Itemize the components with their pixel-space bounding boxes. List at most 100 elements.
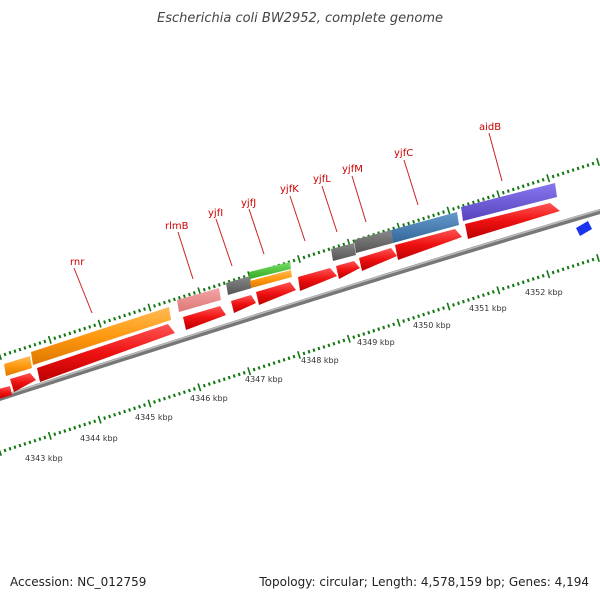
gene-label-yjfM[interactable]: yjfM	[342, 164, 363, 175]
feature-purple-aidB[interactable]	[461, 183, 557, 221]
minor-tick	[541, 273, 545, 278]
minor-tick	[556, 269, 560, 273]
major-tick	[0, 353, 2, 361]
genome-backbone	[0, 208, 600, 402]
minor-tick	[88, 421, 92, 425]
gene-label-rnr[interactable]: rnr	[70, 257, 85, 268]
minor-tick	[222, 377, 226, 382]
minor-tick	[53, 432, 57, 437]
feature-gray-yjfI[interactable]	[226, 276, 252, 295]
minor-tick	[177, 295, 181, 300]
minor-tick	[521, 184, 525, 189]
kbp-tick-labels: 4343 kbp 4344 kbp 4345 kbp 4346 kbp 4347…	[25, 288, 563, 463]
minor-tick	[481, 197, 485, 202]
minor-tick	[531, 277, 535, 281]
minor-tick	[521, 280, 525, 285]
minor-tick	[43, 339, 47, 344]
minor-tick	[307, 253, 311, 258]
major-tick	[147, 399, 152, 408]
minor-tick	[422, 216, 426, 221]
cds-arrow[interactable]	[395, 229, 462, 260]
minor-tick	[118, 411, 122, 416]
major-tick	[197, 383, 202, 392]
gene-label-yjfI[interactable]: yjfI	[208, 208, 223, 219]
minor-tick	[442, 306, 445, 310]
cds-arrow[interactable]	[359, 248, 397, 271]
kbp-label: 4347 kbp	[245, 375, 283, 384]
minor-tick	[432, 213, 435, 218]
minor-tick	[103, 320, 107, 324]
minor-tick	[257, 366, 261, 370]
minor-tick	[207, 382, 211, 386]
minor-tick	[417, 218, 421, 223]
minor-tick	[272, 361, 276, 365]
minor-tick	[337, 340, 341, 344]
gene-label-aidB[interactable]: aidB	[479, 122, 501, 133]
minor-tick	[317, 346, 321, 351]
cds-arrow[interactable]	[183, 306, 226, 330]
minor-tick	[13, 445, 17, 449]
minor-tick	[571, 264, 575, 268]
feature-gray-yjfM[interactable]	[354, 230, 393, 253]
minor-tick	[581, 165, 585, 169]
minor-tick	[58, 430, 62, 435]
minor-tick	[113, 316, 117, 321]
minor-tick	[566, 265, 570, 270]
cds-arrow[interactable]	[10, 373, 36, 392]
minor-tick	[143, 403, 146, 407]
cds-arrow[interactable]	[231, 295, 256, 313]
major-tick	[47, 431, 52, 440]
minor-tick	[357, 333, 361, 338]
feature-orange-yjfJ[interactable]	[250, 270, 292, 288]
page-title: Escherichia coli BW2952, complete genome	[157, 11, 443, 26]
misc-feature-blue[interactable]	[576, 221, 592, 236]
minor-tick	[202, 287, 206, 292]
minor-tick	[586, 163, 590, 168]
gene-labels: rnr rlmB yjfI yjfJ yjfK yjfL yjfM yjfC a…	[70, 122, 501, 268]
minor-tick	[576, 166, 580, 171]
minor-tick	[427, 311, 431, 315]
minor-tick	[242, 370, 246, 375]
genome-info-text: Topology: circular; Length: 4,578,159 bp…	[258, 575, 589, 589]
minor-tick	[163, 396, 166, 401]
minor-tick	[73, 329, 77, 334]
minor-tick	[452, 207, 455, 211]
minor-tick	[312, 348, 316, 352]
minor-tick	[28, 440, 32, 445]
gene-label-rlmB[interactable]: rlmB	[165, 221, 189, 232]
feature-orange-rnr[interactable]	[31, 307, 171, 365]
feature-gray-yjfL[interactable]	[331, 243, 356, 261]
feature-blue-yjfC[interactable]	[391, 212, 459, 243]
feature-pink-rlmB[interactable]	[177, 288, 221, 312]
gene-label-yjfC[interactable]: yjfC	[394, 148, 413, 159]
feature-orange-small[interactable]	[4, 356, 32, 376]
minor-tick	[292, 258, 296, 263]
gene-label-yjfK[interactable]: yjfK	[280, 184, 299, 195]
minor-tick	[591, 257, 595, 262]
cds-arrow[interactable]	[298, 268, 337, 291]
cds-arrow[interactable]	[37, 324, 175, 382]
minor-tick	[58, 334, 62, 339]
cds-arrow[interactable]	[0, 386, 12, 400]
minor-tick	[457, 301, 460, 306]
minor-tick	[78, 328, 82, 333]
minor-tick	[93, 419, 97, 424]
cds-arrow[interactable]	[256, 282, 296, 305]
minor-tick	[222, 281, 226, 286]
minor-tick	[108, 318, 112, 323]
minor-tick	[322, 345, 326, 349]
gene-label-yjfJ[interactable]: yjfJ	[241, 198, 256, 209]
kbp-label: 4344 kbp	[80, 434, 118, 443]
cds-arrow[interactable]	[465, 203, 560, 239]
minor-tick	[476, 198, 480, 203]
minor-tick	[526, 182, 530, 187]
minor-tick	[123, 409, 127, 414]
major-tick	[596, 157, 600, 167]
kbp-label: 4343 kbp	[25, 454, 63, 463]
gene-label-yjfL[interactable]: yjfL	[313, 174, 331, 185]
minor-tick	[307, 349, 311, 354]
feature-green-yjfJ[interactable]	[249, 262, 291, 279]
minor-tick	[501, 190, 505, 195]
cds-arrow[interactable]	[336, 261, 360, 279]
